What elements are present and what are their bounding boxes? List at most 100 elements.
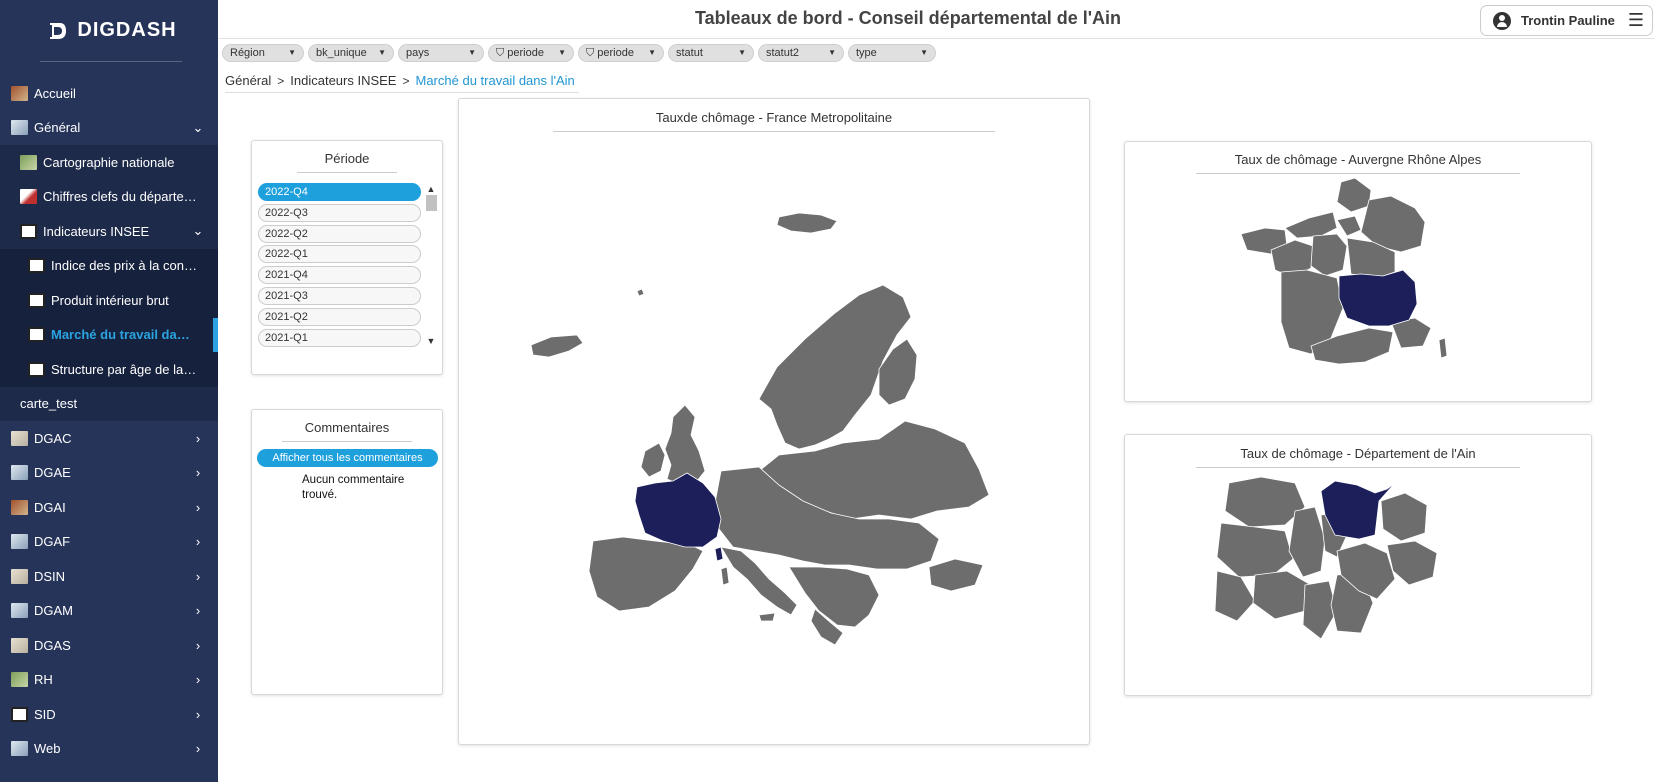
france-shape[interactable] (634, 472, 722, 548)
filter-dropdown-2[interactable]: pays ▼ (398, 44, 484, 62)
italy-shape[interactable] (720, 546, 798, 616)
chevron-right-icon[interactable]: › (195, 741, 201, 757)
chevron-down-icon[interactable]: ⌄ (192, 223, 204, 239)
filter-dropdown-6[interactable]: statut2 ▼ (758, 44, 844, 62)
breadcrumb-item-0[interactable]: Général (225, 73, 272, 88)
sidebar-item-5[interactable]: Indice des prix à la con… (0, 248, 218, 283)
sidebar-item-6[interactable]: Produit intérieur brut (0, 283, 218, 318)
chevron-right-icon[interactable]: › (195, 568, 201, 584)
breadcrumb-item-1[interactable]: Indicateurs INSEE (290, 73, 397, 88)
sidebar-item-18[interactable]: SID › (0, 697, 218, 732)
region-occitanie[interactable] (1310, 327, 1394, 365)
ireland-shape[interactable] (640, 442, 666, 478)
sidebar-item-17[interactable]: RH › (0, 662, 218, 697)
chevron-right-icon[interactable]: › (195, 430, 201, 446)
chevron-right-icon[interactable]: › (195, 534, 201, 550)
iceland-shape[interactable] (776, 212, 838, 234)
filter-dropdown-7[interactable]: type ▼ (848, 44, 936, 62)
chevron-right-icon[interactable]: › (195, 603, 201, 619)
periode-option-6[interactable]: 2021-Q2 (258, 307, 421, 326)
region-corse[interactable] (1438, 337, 1448, 359)
periode-option-1[interactable]: 2022-Q3 (258, 203, 421, 222)
balkans-shape[interactable] (788, 566, 880, 628)
scroll-down-icon[interactable]: ▼ (426, 336, 436, 346)
chevron-down-icon[interactable]: ⌄ (192, 119, 204, 135)
periode-option-5[interactable]: 2021-Q3 (258, 286, 421, 305)
chevron-right-icon[interactable]: › (195, 706, 201, 722)
sidebar-item-1[interactable]: Général ⌄ (0, 110, 218, 145)
dept-isere[interactable] (1336, 542, 1396, 600)
region-ile-de-france[interactable] (1336, 215, 1362, 237)
auvergne-rhone-alpes-departments-map[interactable] (1125, 435, 1593, 697)
dept-ardeche[interactable] (1302, 580, 1338, 640)
sidebar-item-16[interactable]: DGAS › (0, 628, 218, 663)
greece-shape[interactable] (810, 608, 844, 646)
scroll-thumb[interactable] (425, 195, 437, 211)
dept-loire[interactable] (1288, 506, 1326, 578)
finland-shape[interactable] (878, 338, 918, 406)
iberia-shape[interactable] (588, 536, 704, 612)
periode-option-7[interactable]: 2021-Q1 (258, 328, 421, 347)
filter-dropdown-5[interactable]: statut ▼ (668, 44, 754, 62)
chevron-right-icon[interactable]: › (195, 637, 201, 653)
sidebar-item-2[interactable]: Cartographie nationale (0, 145, 218, 180)
sardinia-shape[interactable] (720, 566, 730, 586)
logo[interactable]: DIGDASH (40, 0, 182, 62)
region-auvergne-rhone-alpes[interactable] (1338, 269, 1418, 327)
dept-haute-savoie[interactable] (1380, 492, 1428, 542)
dept-cantal[interactable] (1214, 570, 1256, 622)
user-menu-button[interactable]: Trontin Pauline ☰ (1480, 5, 1653, 36)
filter-dropdown-4[interactable]: ⛉ periode ▼ (578, 44, 664, 62)
greenland-shape[interactable] (530, 334, 584, 358)
periode-option-0[interactable]: 2022-Q4 (258, 183, 421, 201)
scandinavia-shape[interactable] (758, 284, 912, 450)
sidebar-item-10[interactable]: DGAC › (0, 421, 218, 456)
region-grand-est[interactable] (1360, 195, 1426, 253)
central-europe-shape[interactable] (714, 466, 940, 570)
sidebar-item-7[interactable]: Marché du travail da… (0, 317, 218, 352)
periode-option-2[interactable]: 2022-Q2 (258, 224, 421, 243)
chevron-right-icon[interactable]: › (195, 465, 201, 481)
scroll-up-icon[interactable]: ▲ (426, 184, 436, 194)
sidebar-item-15[interactable]: DGAM › (0, 593, 218, 628)
region-pays-de-la-loire[interactable] (1270, 239, 1314, 279)
sidebar-item-0[interactable]: Accueil (0, 76, 218, 111)
dept-ain[interactable] (1320, 480, 1396, 540)
sidebar-item-12[interactable]: DGAI › (0, 490, 218, 525)
periode-option-4[interactable]: 2021-Q4 (258, 266, 421, 285)
hamburger-menu-icon[interactable]: ☰ (1627, 10, 1644, 30)
sidebar-item-11[interactable]: DGAE › (0, 455, 218, 490)
dept-savoie[interactable] (1386, 540, 1438, 586)
turkey-shape[interactable] (928, 558, 984, 592)
sidebar-item-19[interactable]: Web › (0, 731, 218, 766)
region-normandie[interactable] (1284, 211, 1338, 239)
dept-puy-de-dome[interactable] (1216, 522, 1294, 578)
filter-dropdown-1[interactable]: bk_unique ▼ (308, 44, 394, 62)
sicily-shape[interactable] (758, 612, 776, 622)
periode-option-3[interactable]: 2022-Q1 (258, 245, 421, 264)
corsica-shape[interactable] (714, 546, 724, 562)
uk-shape[interactable] (664, 404, 706, 486)
region-centre[interactable] (1310, 233, 1348, 277)
region-hauts-de-france[interactable] (1336, 177, 1372, 213)
breadcrumb-item-2[interactable]: Marché du travail dans l'Ain (415, 73, 575, 88)
show-all-comments-button[interactable]: Afficher tous les commentaires (257, 449, 438, 467)
periode-scrollbar[interactable]: ▲ ▼ (424, 183, 438, 347)
chevron-right-icon[interactable]: › (195, 499, 201, 515)
france-regions-map[interactable] (1125, 142, 1593, 403)
sidebar-item-9[interactable]: carte_test (0, 386, 218, 421)
dept-allier[interactable] (1224, 476, 1306, 528)
sidebar-item-8[interactable]: Structure par âge de la… (0, 352, 218, 387)
filter-dropdown-0[interactable]: Région ▼ (222, 44, 304, 62)
region-paca[interactable] (1390, 317, 1432, 349)
sidebar-item-13[interactable]: DGAF › (0, 524, 218, 559)
europe-map[interactable] (459, 99, 1091, 746)
sidebar-item-14[interactable]: DSIN › (0, 559, 218, 594)
faroe-shape[interactable] (636, 288, 645, 297)
sidebar-item-4[interactable]: Indicateurs INSEE ⌄ (0, 214, 218, 249)
filter-dropdown-3[interactable]: ⛉ periode ▼ (488, 44, 574, 62)
sidebar-item-3[interactable]: Chiffres clefs du départe… (0, 179, 218, 214)
dept-haute-loire[interactable] (1252, 570, 1312, 620)
chevron-right-icon[interactable]: › (195, 672, 201, 688)
scroll-track[interactable] (424, 211, 438, 335)
